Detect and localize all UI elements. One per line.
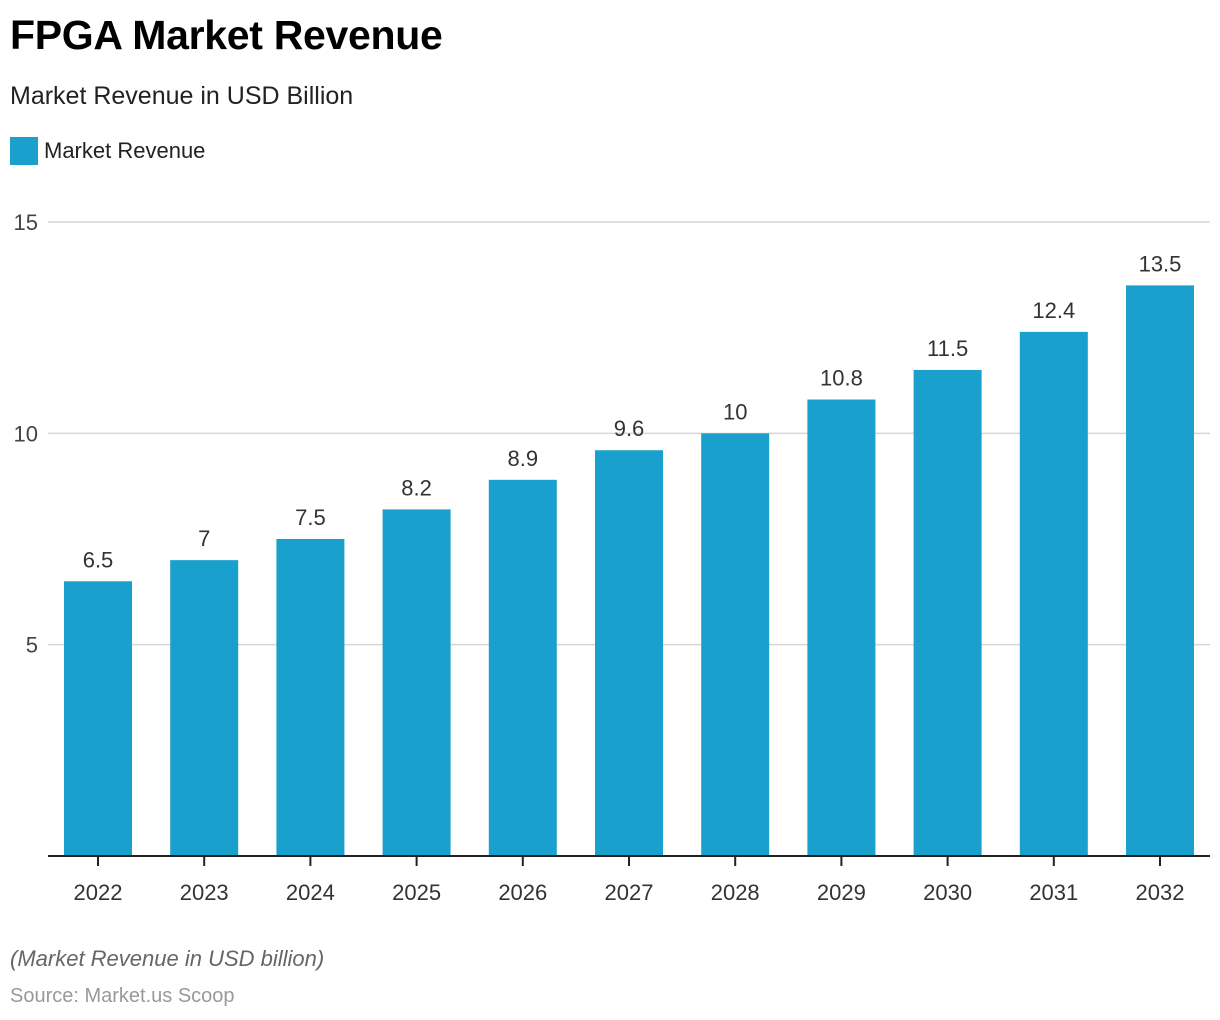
x-tick-label: 2032 (1136, 880, 1185, 905)
x-tick-label: 2023 (180, 880, 229, 905)
chart-note: (Market Revenue in USD billion) (10, 946, 325, 971)
chart-source: Source: Market.us Scoop (10, 985, 235, 1007)
data-label: 9.6 (614, 416, 645, 441)
y-tick-label: 5 (26, 633, 38, 658)
bar (807, 399, 876, 856)
x-tick-label: 2031 (1029, 880, 1078, 905)
bar (595, 450, 663, 856)
data-label: 12.4 (1032, 298, 1075, 323)
legend: Market Revenue (10, 137, 205, 165)
data-label: 7.5 (295, 505, 326, 530)
bar (1019, 331, 1088, 857)
x-axis: 2022 2023 2024 2025 2026 2027 2028 2029 2030 2031… (48, 855, 1210, 905)
legend-label: Market Revenue (44, 138, 206, 163)
x-tick-label: 2025 (392, 880, 441, 905)
bar (170, 560, 239, 856)
data-label: 11.5 (927, 336, 968, 361)
bar (382, 509, 451, 856)
x-tick-label: 2022 (74, 880, 123, 905)
data-label: 6.5 (83, 547, 114, 572)
x-tick-label: 2028 (711, 880, 760, 905)
chart-title: FPGA Market Revenue (10, 12, 443, 58)
y-axis-ticks: 5 10 15 (14, 210, 38, 658)
legend-swatch (10, 137, 38, 165)
bar (64, 581, 132, 856)
data-label: 7 (198, 526, 210, 551)
bars (64, 285, 1194, 857)
data-labels: 6.5 7 7.5 8.2 8.9 9.6 10 10.8 11.5 12.4 13.5 (83, 251, 1182, 572)
x-tick-label: 2027 (605, 880, 654, 905)
bar (1126, 285, 1194, 856)
x-tick-label: 2029 (817, 880, 866, 905)
bar (701, 433, 770, 856)
y-tick-label: 10 (14, 421, 38, 446)
data-label: 10 (723, 399, 747, 424)
bar (488, 479, 557, 856)
data-label: 13.5 (1139, 251, 1182, 276)
y-tick-label: 15 (14, 210, 38, 235)
x-tick-label: 2024 (286, 880, 335, 905)
bar (913, 369, 982, 856)
bar (276, 539, 345, 856)
x-tick-label: 2026 (498, 880, 547, 905)
data-label: 10.8 (820, 366, 863, 391)
x-tick-label: 2030 (923, 880, 972, 905)
data-label: 8.9 (508, 446, 539, 471)
data-label: 8.2 (401, 475, 432, 500)
chart-subtitle: Market Revenue in USD Billion (10, 82, 354, 110)
